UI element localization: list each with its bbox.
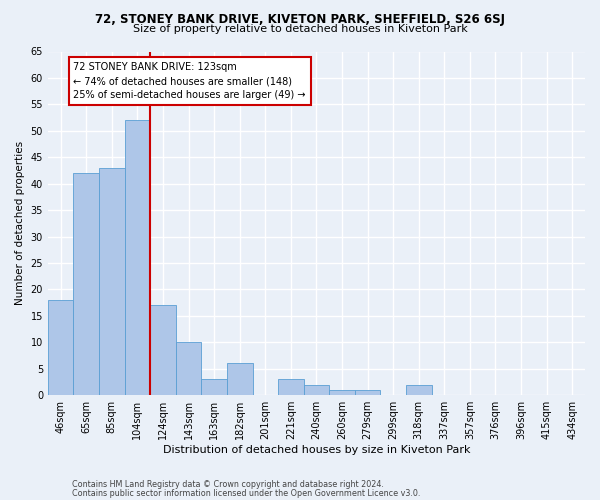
Text: Contains public sector information licensed under the Open Government Licence v3: Contains public sector information licen…: [72, 488, 421, 498]
Bar: [329, 390, 355, 395]
Bar: [150, 306, 176, 395]
Bar: [406, 384, 431, 395]
Text: Contains HM Land Registry data © Crown copyright and database right 2024.: Contains HM Land Registry data © Crown c…: [72, 480, 384, 489]
Bar: [73, 173, 99, 395]
Bar: [227, 364, 253, 395]
Bar: [304, 384, 329, 395]
Text: 72 STONEY BANK DRIVE: 123sqm
← 74% of detached houses are smaller (148)
25% of s: 72 STONEY BANK DRIVE: 123sqm ← 74% of de…: [73, 62, 306, 100]
Bar: [176, 342, 202, 395]
Bar: [125, 120, 150, 395]
Text: 72, STONEY BANK DRIVE, KIVETON PARK, SHEFFIELD, S26 6SJ: 72, STONEY BANK DRIVE, KIVETON PARK, SHE…: [95, 12, 505, 26]
Bar: [278, 380, 304, 395]
Bar: [355, 390, 380, 395]
Bar: [99, 168, 125, 395]
Bar: [48, 300, 73, 395]
Bar: [202, 380, 227, 395]
X-axis label: Distribution of detached houses by size in Kiveton Park: Distribution of detached houses by size …: [163, 445, 470, 455]
Y-axis label: Number of detached properties: Number of detached properties: [15, 142, 25, 306]
Text: Size of property relative to detached houses in Kiveton Park: Size of property relative to detached ho…: [133, 24, 467, 34]
